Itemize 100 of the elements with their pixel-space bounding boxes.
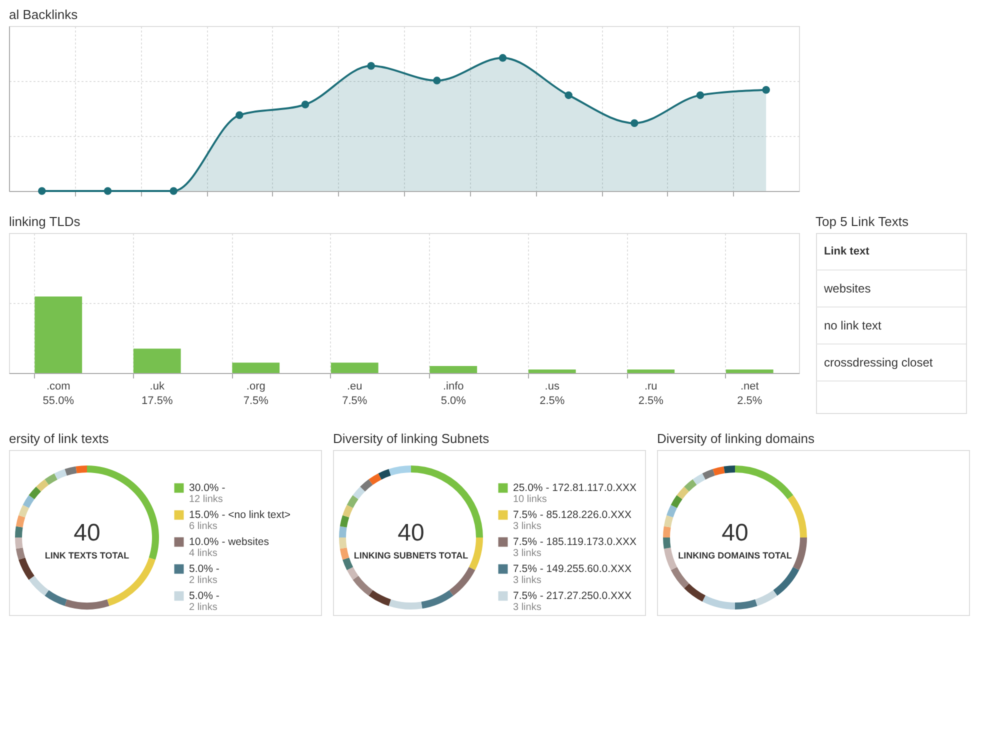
data-label: 3 links bbox=[513, 548, 542, 559]
text: crossdressing closet bbox=[824, 356, 934, 370]
legend-label: 7.5% - 217.27.250.0.XXX bbox=[513, 590, 632, 602]
data-label: 2.5% bbox=[540, 395, 565, 407]
donut-slice bbox=[64, 599, 110, 610]
donut-slice bbox=[340, 515, 350, 528]
donut-slice bbox=[342, 558, 354, 570]
donut-slice bbox=[468, 538, 483, 570]
donut-slice bbox=[735, 466, 794, 500]
chart-title: Diversity of linking domains bbox=[657, 431, 816, 446]
donut-slice bbox=[28, 486, 42, 500]
data-label: 2.5% bbox=[638, 395, 664, 407]
donut-slice bbox=[352, 486, 366, 500]
legend-label: 7.5% - 149.255.60.0.XXX bbox=[513, 563, 632, 575]
donut-slice bbox=[735, 599, 758, 610]
data-label: 12 links bbox=[189, 494, 223, 505]
x-tick-label: .ru bbox=[644, 380, 658, 392]
data-label: 17.5% bbox=[142, 395, 173, 407]
point bbox=[564, 91, 572, 100]
chart-title: Diversity of linking Subnets bbox=[333, 431, 490, 446]
donut-slice bbox=[724, 466, 735, 474]
legend-label: 7.5% - 85.128.226.0.XXX bbox=[513, 509, 632, 521]
donut-slice bbox=[339, 538, 347, 549]
donut-slice bbox=[346, 567, 358, 580]
donut-slice bbox=[684, 479, 697, 492]
donut-slice bbox=[22, 495, 34, 508]
donut-slice bbox=[36, 479, 49, 492]
donut-slice bbox=[16, 548, 26, 560]
legend-label: 15.0% - <no link text> bbox=[189, 509, 291, 521]
text: 40 bbox=[74, 520, 100, 546]
donut-slice bbox=[76, 466, 87, 474]
donut-slice bbox=[388, 599, 422, 610]
text: 40 bbox=[398, 520, 424, 546]
text: Link text bbox=[824, 246, 870, 258]
legend-label: 5.0% - bbox=[189, 563, 220, 575]
x-tick-label: .us bbox=[544, 380, 560, 392]
legend-label: 5.0% - bbox=[189, 590, 220, 602]
donut-slice bbox=[18, 558, 34, 580]
x-tick-label: .com bbox=[46, 380, 70, 392]
data-label: 2.5% bbox=[737, 395, 762, 407]
text: LINK TEXTS TOTAL bbox=[44, 550, 130, 560]
donut-slice bbox=[712, 466, 725, 476]
legend-label: 25.0% - 172.81.117.0.XXX bbox=[513, 482, 637, 494]
data-label: 4 links bbox=[189, 548, 218, 559]
legend-label: 7.5% - 185.119.173.0.XXX bbox=[513, 536, 637, 548]
bar bbox=[430, 366, 478, 373]
text: no link text bbox=[824, 318, 882, 332]
donut-slice bbox=[666, 504, 678, 518]
donut-slice bbox=[44, 473, 58, 485]
donut-slice bbox=[15, 526, 23, 538]
donut-slice bbox=[663, 538, 671, 549]
x-tick-label: .eu bbox=[346, 380, 362, 392]
donut-slice bbox=[792, 538, 807, 570]
donut-slice bbox=[702, 469, 715, 480]
x-tick-label: .info bbox=[442, 380, 464, 392]
donut-slice bbox=[107, 558, 156, 606]
donut-slice bbox=[664, 515, 674, 528]
donut-slice bbox=[18, 504, 30, 518]
donut-slice bbox=[339, 526, 347, 538]
donut-slice bbox=[788, 495, 807, 538]
donut-slice bbox=[368, 473, 382, 485]
bar bbox=[330, 362, 378, 373]
data-label: 2 links bbox=[189, 602, 218, 613]
donut-slice bbox=[16, 515, 26, 528]
legend-label: 30.0% - bbox=[189, 482, 226, 494]
point bbox=[38, 187, 46, 195]
donut-slice bbox=[692, 473, 706, 485]
donut-slice bbox=[670, 567, 690, 588]
point bbox=[696, 91, 704, 100]
point bbox=[301, 100, 310, 108]
bar bbox=[627, 370, 675, 373]
donut-slice bbox=[421, 590, 454, 609]
donut-slice bbox=[684, 583, 706, 602]
donut-slice bbox=[346, 495, 358, 508]
donut-slice bbox=[44, 590, 67, 606]
point bbox=[170, 187, 178, 195]
point bbox=[104, 187, 112, 195]
data-label: 10 links bbox=[513, 494, 547, 505]
point bbox=[762, 86, 770, 94]
bar bbox=[133, 348, 181, 373]
donut-slice bbox=[54, 469, 67, 480]
data-label: 7.5% bbox=[243, 395, 269, 407]
data-label: 55.0% bbox=[42, 395, 74, 407]
donut-slice bbox=[15, 538, 23, 549]
text: LINKING SUBNETS TOTAL bbox=[354, 550, 469, 560]
point bbox=[433, 76, 441, 84]
donut-slice bbox=[368, 590, 391, 606]
data-label: 2 links bbox=[189, 575, 218, 586]
x-tick-label: .uk bbox=[150, 380, 165, 392]
donut-slice bbox=[360, 479, 373, 492]
bar bbox=[232, 362, 280, 373]
donut-slice bbox=[28, 576, 49, 596]
donut-slice bbox=[378, 469, 391, 480]
chart-title: ersity of link texts bbox=[9, 431, 110, 446]
bar bbox=[528, 370, 576, 373]
point bbox=[367, 62, 375, 70]
legend-label: 10.0% - websites bbox=[189, 536, 269, 548]
bar bbox=[726, 370, 774, 373]
text: websites bbox=[823, 282, 871, 296]
data-label: 3 links bbox=[513, 575, 542, 586]
